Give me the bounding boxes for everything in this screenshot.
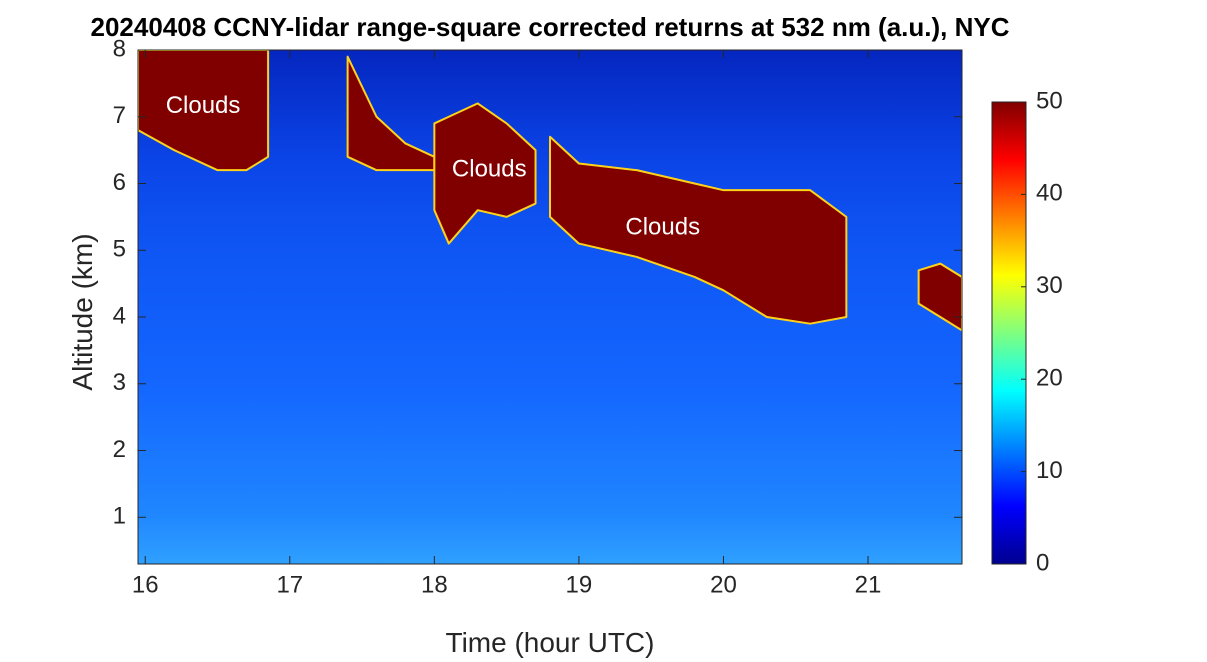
x-tick-label: 18 [421, 571, 448, 598]
x-tick-label: 16 [132, 571, 159, 598]
y-tick-label: 1 [113, 503, 126, 530]
colorbar-tick-label: 10 [1036, 457, 1063, 484]
colorbar [991, 101, 1027, 565]
chart-title: 20240408 CCNY-lidar range-square correct… [90, 12, 1009, 42]
x-tick-label: 19 [566, 571, 593, 598]
colorbar-tick-label: 20 [1036, 365, 1063, 392]
y-tick-label: 5 [113, 236, 126, 263]
y-tick-label: 3 [113, 369, 126, 396]
cloud-layer-1 [138, 50, 270, 172]
plot-area [138, 50, 962, 564]
y-tick-label: 6 [113, 169, 126, 196]
cloud-layer-5 [917, 262, 962, 332]
x-tick-label: 21 [855, 571, 882, 598]
x-tick-label: 17 [276, 571, 303, 598]
x-tick-label: 20 [710, 571, 737, 598]
cloud-layer-3 [433, 102, 537, 245]
cloud-layer-4 [549, 135, 848, 325]
colorbar-tick-label: 40 [1036, 180, 1063, 207]
cloud-annotation: Clouds [452, 155, 527, 182]
y-axis-label: Altitude (km) [67, 233, 98, 390]
y-tick-label: 2 [113, 436, 126, 463]
plot-frame [137, 49, 963, 565]
colorbar-tick-label: 0 [1036, 549, 1049, 576]
colorbar-tick-label: 30 [1036, 272, 1063, 299]
y-tick-label: 4 [113, 302, 126, 329]
cloud-annotation: Clouds [625, 214, 700, 241]
y-tick-label: 8 [113, 35, 126, 62]
colorbar-tick-label: 50 [1036, 87, 1063, 114]
x-axis-label: Time (hour UTC) [446, 627, 655, 658]
y-tick-label: 7 [113, 102, 126, 129]
cloud-annotation: Clouds [166, 92, 241, 119]
